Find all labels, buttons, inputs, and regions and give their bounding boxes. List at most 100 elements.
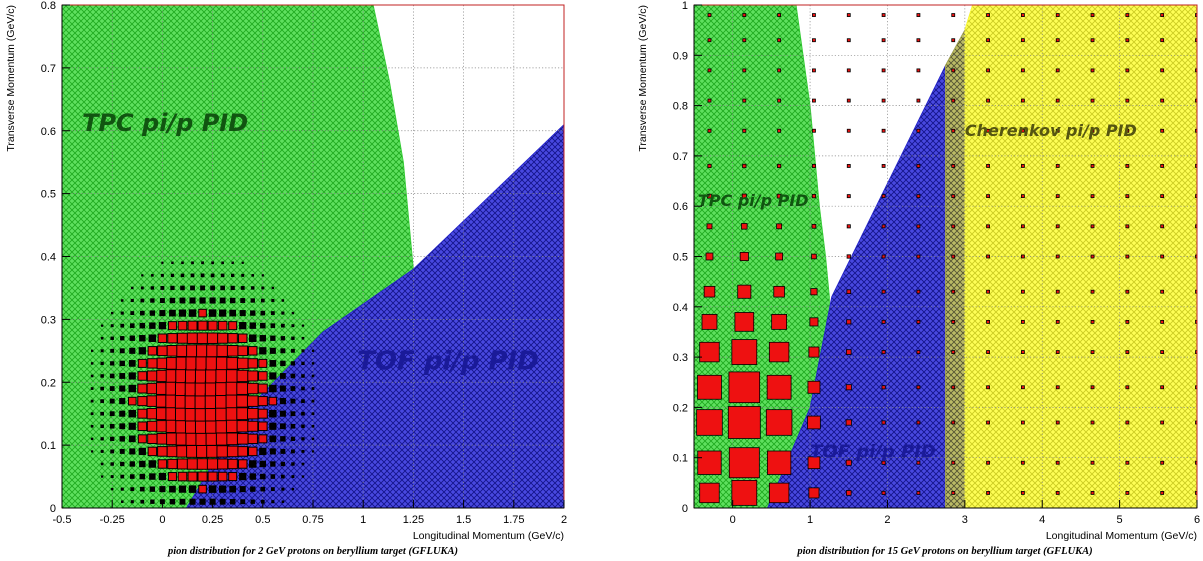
histogram-bin — [251, 286, 255, 290]
histogram-bin — [137, 396, 148, 407]
histogram-bin — [217, 332, 229, 344]
histogram-bin — [280, 436, 286, 442]
histogram-bin — [190, 285, 195, 291]
histogram-bin — [951, 38, 956, 43]
histogram-bin — [703, 285, 716, 298]
x-tick-label: 5 — [1117, 514, 1123, 526]
histogram-bin — [916, 350, 921, 354]
histogram-bin — [812, 13, 816, 17]
histogram-bin — [311, 349, 315, 352]
histogram-bin — [696, 409, 723, 436]
histogram-bin — [209, 297, 216, 304]
histogram-bin — [128, 372, 136, 380]
histogram-bin — [90, 399, 94, 403]
histogram-bin — [1125, 38, 1130, 43]
histogram-bin — [226, 445, 239, 458]
histogram-bin — [146, 420, 158, 432]
histogram-bin — [197, 471, 208, 482]
histogram-bin — [301, 399, 305, 403]
histogram-bin — [291, 475, 295, 479]
histogram-bin — [1160, 254, 1165, 259]
histogram-bin — [734, 312, 755, 332]
histogram-bin — [257, 383, 268, 394]
histogram-bin — [138, 347, 146, 355]
histogram-bin — [1195, 319, 1197, 324]
histogram-bin — [986, 491, 990, 495]
x-tick-label: 2 — [561, 514, 567, 526]
x-tick-label: 3 — [962, 514, 968, 526]
histogram-bin — [916, 194, 921, 199]
y-tick-label: 0.9 — [673, 50, 688, 62]
histogram-bin — [170, 273, 175, 278]
histogram-bin — [1055, 38, 1060, 43]
histogram-bin — [219, 485, 227, 493]
histogram-bin — [91, 450, 94, 453]
histogram-bin — [1195, 254, 1197, 259]
histogram-bin — [1090, 128, 1095, 133]
histogram-bin — [812, 98, 816, 103]
histogram-bin — [916, 68, 921, 73]
histogram-bin — [240, 285, 245, 290]
histogram-bin — [149, 310, 156, 316]
histogram-bin — [1195, 420, 1197, 425]
histogram-bin — [728, 371, 761, 404]
histogram-bin — [140, 499, 145, 504]
histogram-bin — [951, 224, 956, 229]
histogram-bin — [1020, 13, 1025, 17]
chart-caption: pion distribution for 15 GeV protons on … — [796, 546, 1092, 557]
histogram-bin — [1055, 164, 1060, 168]
histogram-bin — [207, 471, 218, 482]
histogram-bin — [1020, 385, 1025, 390]
histogram-bin — [129, 347, 136, 354]
histogram-bin — [119, 373, 126, 379]
region-label: TPC pi/p PID — [698, 191, 809, 210]
histogram-bin — [951, 254, 956, 259]
histogram-bin — [808, 346, 820, 358]
plot-area — [694, 5, 1197, 508]
histogram-bin — [811, 163, 816, 168]
histogram-bin — [178, 485, 187, 493]
histogram-bin — [951, 319, 956, 324]
histogram-bin — [290, 449, 295, 454]
histogram-bin — [301, 386, 305, 391]
histogram-bin — [737, 284, 752, 299]
histogram-bin — [270, 487, 275, 492]
x-tick-label: 2 — [884, 514, 890, 526]
histogram-bin — [180, 285, 185, 291]
histogram-bin — [727, 406, 761, 439]
histogram-bin — [151, 274, 154, 277]
histogram-bin — [777, 98, 782, 103]
histogram-bin — [951, 289, 956, 294]
histogram-bin — [166, 345, 179, 357]
histogram-bin — [148, 460, 157, 468]
histogram-bin — [259, 347, 267, 355]
histogram-bin — [731, 339, 758, 365]
histogram-bin — [140, 298, 145, 303]
y-tick-label: 0.1 — [41, 440, 56, 452]
histogram-bin — [290, 361, 296, 366]
histogram-bin — [301, 361, 305, 366]
histogram-bin — [742, 128, 747, 133]
histogram-bin — [100, 336, 104, 340]
histogram-bin — [176, 332, 188, 344]
histogram-bin — [171, 261, 174, 265]
histogram-bin — [951, 460, 956, 465]
histogram-bin — [1125, 98, 1130, 103]
histogram-bin — [160, 285, 165, 290]
histogram-bin — [280, 360, 286, 367]
histogram-bin — [149, 486, 156, 492]
x-tick-label: 0 — [730, 514, 736, 526]
x-tick-label: 1.5 — [456, 514, 471, 526]
histogram-bin — [90, 437, 94, 441]
histogram-bin — [986, 289, 990, 294]
histogram-bin — [812, 68, 816, 73]
histogram-bin — [916, 491, 921, 495]
histogram-bin — [207, 320, 218, 331]
histogram-bin — [986, 420, 990, 425]
histogram-bin — [269, 372, 277, 380]
histogram-bin — [916, 164, 921, 168]
histogram-bin — [281, 474, 285, 479]
histogram-bin — [146, 370, 158, 382]
histogram-bin — [1195, 164, 1197, 168]
histogram-bin — [1125, 350, 1130, 354]
